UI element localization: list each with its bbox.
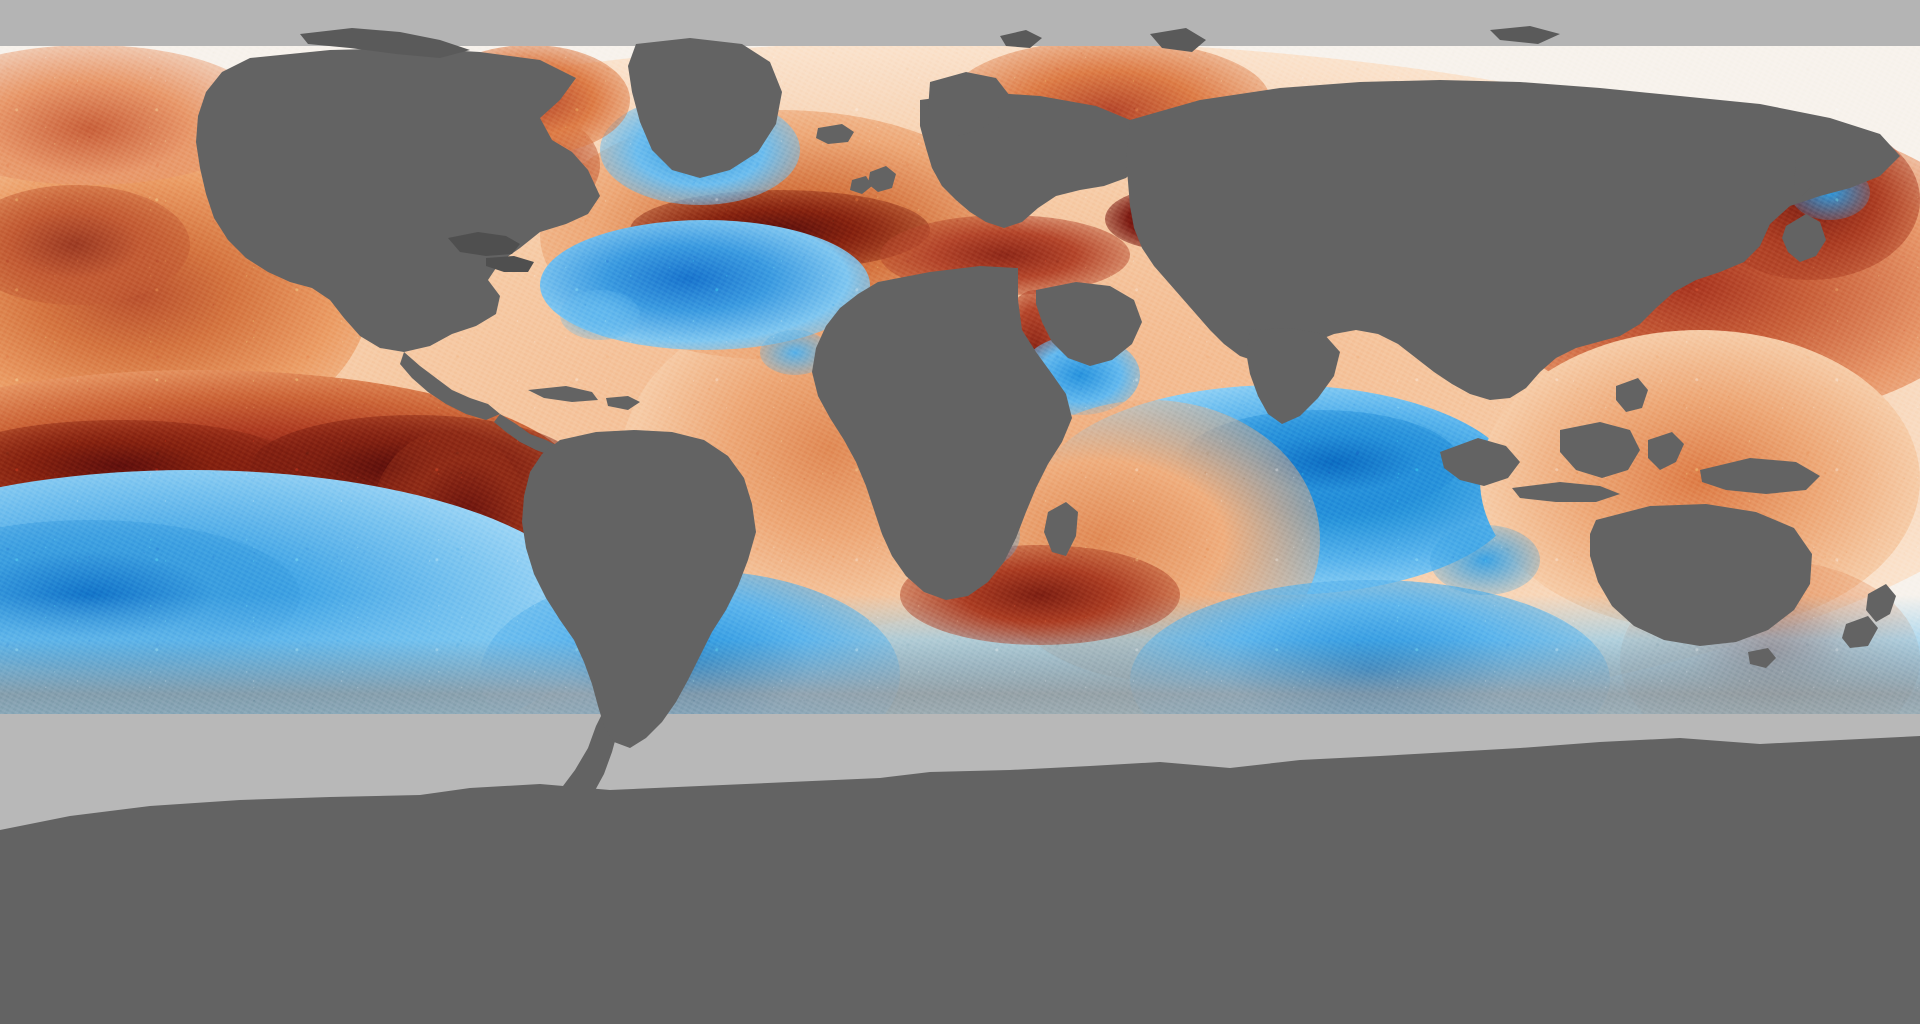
land-sakhalin	[1794, 152, 1816, 196]
land-borneo	[1560, 422, 1640, 478]
land-cuba	[528, 386, 598, 402]
land-ireland	[850, 176, 872, 194]
land-madagascar	[1044, 502, 1078, 556]
land-north-america	[196, 48, 600, 352]
land-sulawesi	[1648, 432, 1684, 470]
land-japan	[1782, 214, 1826, 262]
land-antarctica	[0, 736, 1920, 1024]
land-iceland	[816, 124, 854, 144]
land-new-zealand-south	[1842, 616, 1878, 648]
land-philippines	[1616, 378, 1648, 412]
land-java	[1512, 482, 1620, 502]
land-tasmania	[1748, 648, 1776, 668]
land-greenland	[628, 38, 782, 178]
lake-great-lakes-lower	[486, 256, 534, 272]
land-mexico	[400, 352, 500, 420]
land-africa	[812, 266, 1072, 600]
land-arabian-peninsula	[1036, 282, 1142, 366]
land-new-guinea	[1700, 458, 1820, 494]
land-sumatra	[1440, 438, 1520, 486]
land-canadian-arctic	[300, 28, 470, 58]
land-british-isles	[868, 166, 896, 192]
anomaly-blob-cold-pocket-caribbean	[560, 290, 640, 340]
land-asia	[1126, 80, 1900, 400]
land-siberian-islands	[1490, 26, 1560, 44]
land-scandinavia	[928, 72, 1010, 136]
land-hispaniola	[606, 396, 640, 410]
land-svalbard	[1000, 30, 1042, 48]
land-south-america	[522, 430, 756, 748]
anomaly-blob-cold-pocket-west-australia	[1430, 525, 1540, 595]
land-india	[1246, 328, 1340, 424]
land-australia	[1590, 504, 1812, 646]
lake-great-lakes	[448, 232, 520, 256]
land-new-zealand	[1866, 584, 1896, 622]
land-central-america	[494, 414, 558, 456]
land-antarctic-peninsula	[560, 712, 618, 808]
land-novaya-zemlya	[1150, 28, 1206, 52]
anomaly-blob-ne-pacific-core	[0, 185, 190, 305]
